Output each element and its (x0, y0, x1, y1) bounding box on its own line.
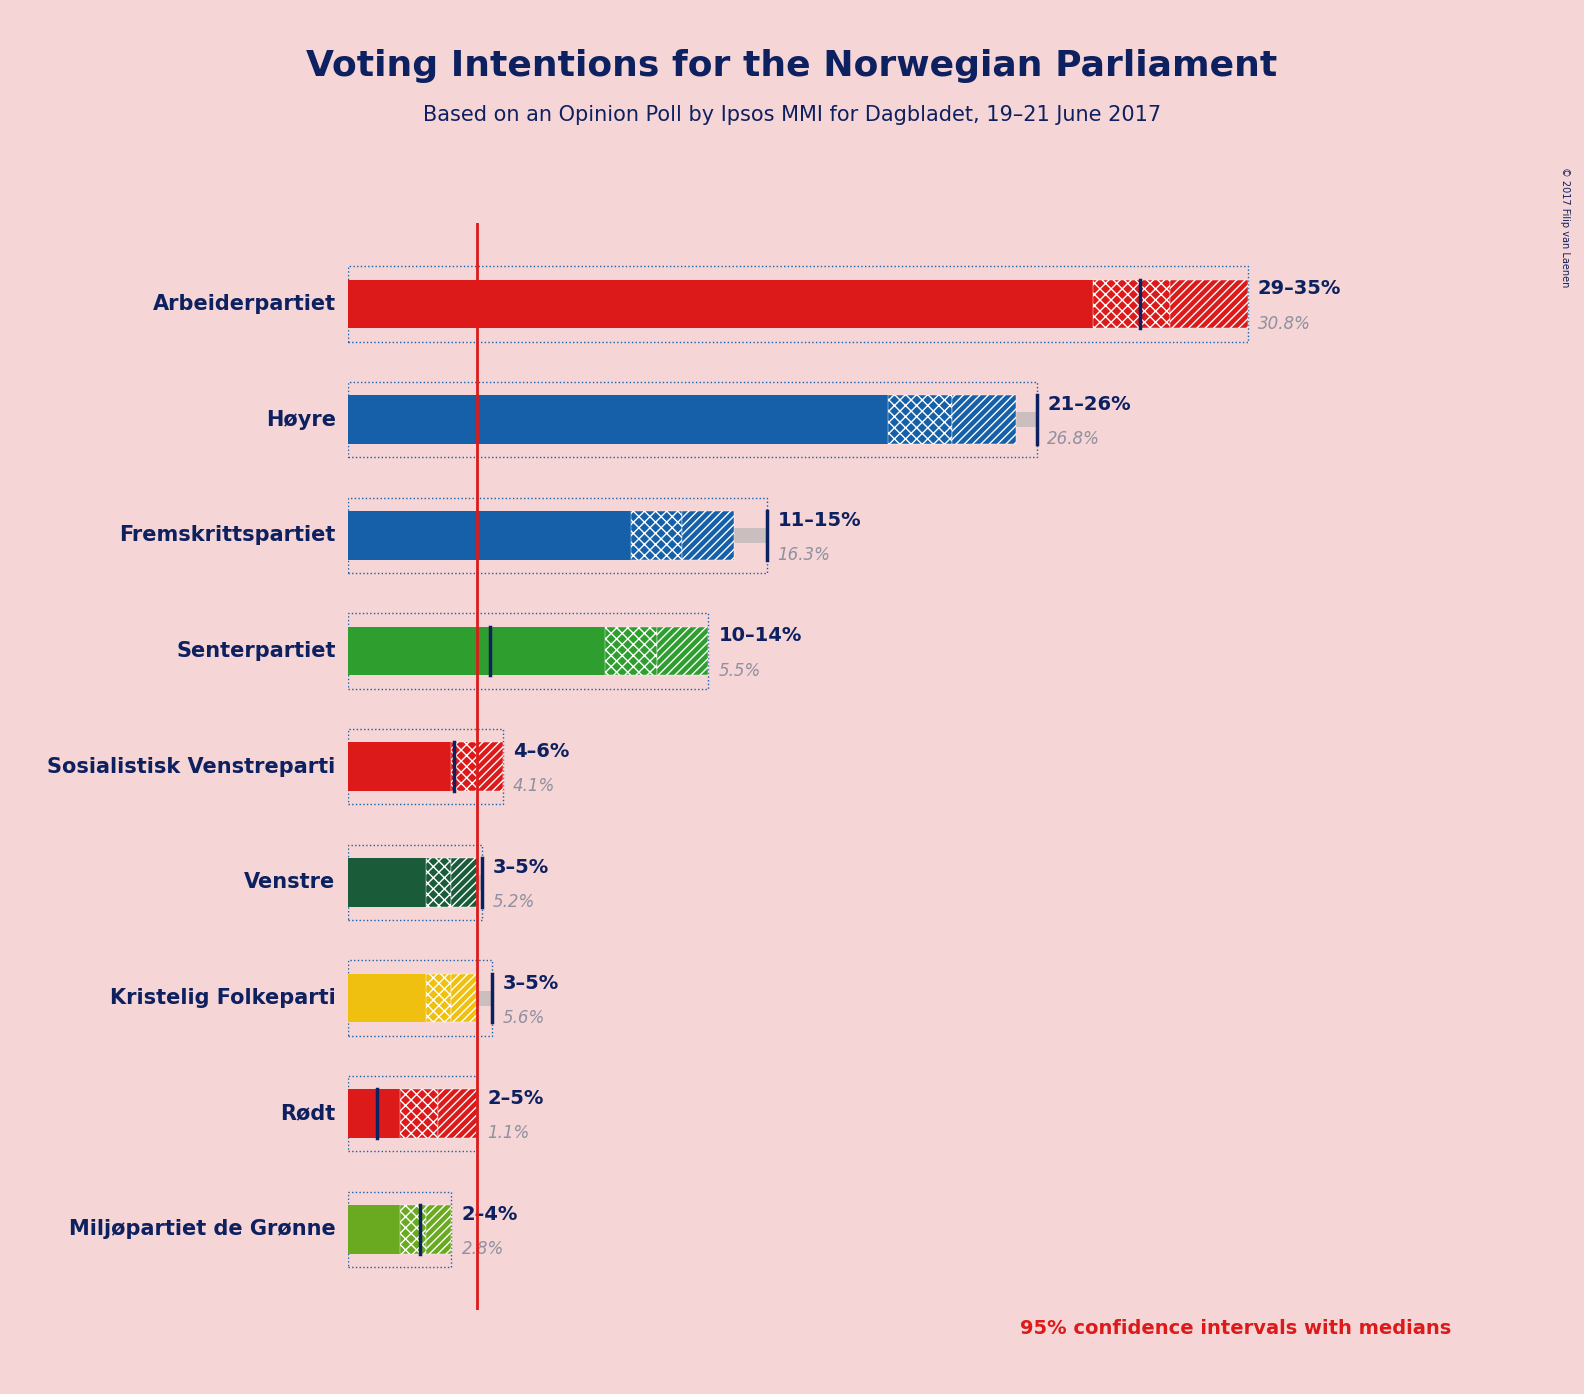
Bar (348, 1090, 399, 1138)
Text: 5.6%: 5.6% (502, 1009, 545, 1027)
Bar (348, 528, 767, 542)
Bar (399, 1090, 439, 1138)
Text: 5.2%: 5.2% (493, 894, 534, 912)
Bar (399, 1204, 426, 1253)
Text: © 2017 Filip van Laenen: © 2017 Filip van Laenen (1560, 167, 1570, 287)
Bar (889, 396, 952, 443)
Text: 29–35%: 29–35% (1258, 279, 1342, 298)
Bar (426, 1204, 451, 1253)
Text: 4–6%: 4–6% (513, 742, 569, 761)
Bar (348, 280, 1093, 329)
Bar (348, 613, 708, 689)
Bar (348, 627, 605, 675)
Bar (426, 859, 451, 906)
Text: 2–5%: 2–5% (488, 1089, 543, 1108)
Text: Kristelig Folkeparti: Kristelig Folkeparti (109, 988, 336, 1008)
Text: Arbeiderpartiet: Arbeiderpartiet (152, 294, 336, 314)
Bar (952, 396, 1017, 443)
Text: 4.1%: 4.1% (513, 778, 554, 796)
Bar (348, 991, 493, 1005)
Bar (426, 974, 451, 1022)
Text: Voting Intentions for the Norwegian Parliament: Voting Intentions for the Norwegian Parl… (306, 49, 1278, 82)
Text: 16.3%: 16.3% (778, 546, 830, 565)
Bar (451, 974, 477, 1022)
Text: Miljøpartiet de Grønne: Miljøpartiet de Grønne (68, 1220, 336, 1239)
Text: Høyre: Høyre (266, 410, 336, 429)
Text: 95% confidence intervals with medians: 95% confidence intervals with medians (1020, 1319, 1451, 1338)
Text: 3–5%: 3–5% (493, 857, 548, 877)
Bar (451, 859, 477, 906)
Bar (348, 498, 767, 573)
Bar (348, 974, 426, 1022)
Bar (348, 297, 1248, 311)
Bar (683, 512, 733, 559)
Text: 30.8%: 30.8% (1258, 315, 1310, 333)
Bar (439, 1090, 477, 1138)
Text: 1.1%: 1.1% (488, 1125, 529, 1142)
Bar (1171, 280, 1248, 329)
Bar (605, 627, 657, 675)
Bar (477, 743, 502, 790)
Bar (451, 743, 477, 790)
Bar (348, 644, 708, 658)
Bar (348, 875, 482, 889)
Bar (348, 845, 482, 920)
Bar (348, 1076, 477, 1151)
Text: Rødt: Rødt (280, 1104, 336, 1124)
Text: 5.5%: 5.5% (719, 662, 760, 680)
Bar (348, 1192, 451, 1267)
Text: Based on an Opinion Poll by Ipsos MMI for Dagbladet, 19–21 June 2017: Based on an Opinion Poll by Ipsos MMI fo… (423, 105, 1161, 124)
Text: 10–14%: 10–14% (719, 626, 802, 645)
Text: 26.8%: 26.8% (1047, 431, 1099, 449)
Bar (348, 266, 1248, 342)
Bar (657, 627, 708, 675)
Text: Venstre: Venstre (244, 873, 336, 892)
Text: Fremskrittspartiet: Fremskrittspartiet (119, 526, 336, 545)
Text: 3–5%: 3–5% (502, 973, 559, 993)
Bar (348, 743, 451, 790)
Text: 2–4%: 2–4% (461, 1204, 518, 1224)
Bar (348, 1223, 451, 1236)
Text: 11–15%: 11–15% (778, 510, 862, 530)
Bar (348, 382, 1038, 457)
Bar (348, 413, 1038, 427)
Bar (348, 396, 889, 443)
Bar (348, 512, 630, 559)
Text: Senterpartiet: Senterpartiet (176, 641, 336, 661)
Bar (630, 512, 683, 559)
Bar (348, 729, 502, 804)
Bar (348, 1204, 399, 1253)
Text: Sosialistisk Venstreparti: Sosialistisk Venstreparti (48, 757, 336, 776)
Bar (348, 960, 493, 1036)
Bar (348, 1107, 477, 1121)
Bar (1093, 280, 1171, 329)
Bar (348, 859, 426, 906)
Text: 2.8%: 2.8% (461, 1241, 504, 1257)
Text: 21–26%: 21–26% (1047, 395, 1131, 414)
Bar (348, 760, 502, 774)
